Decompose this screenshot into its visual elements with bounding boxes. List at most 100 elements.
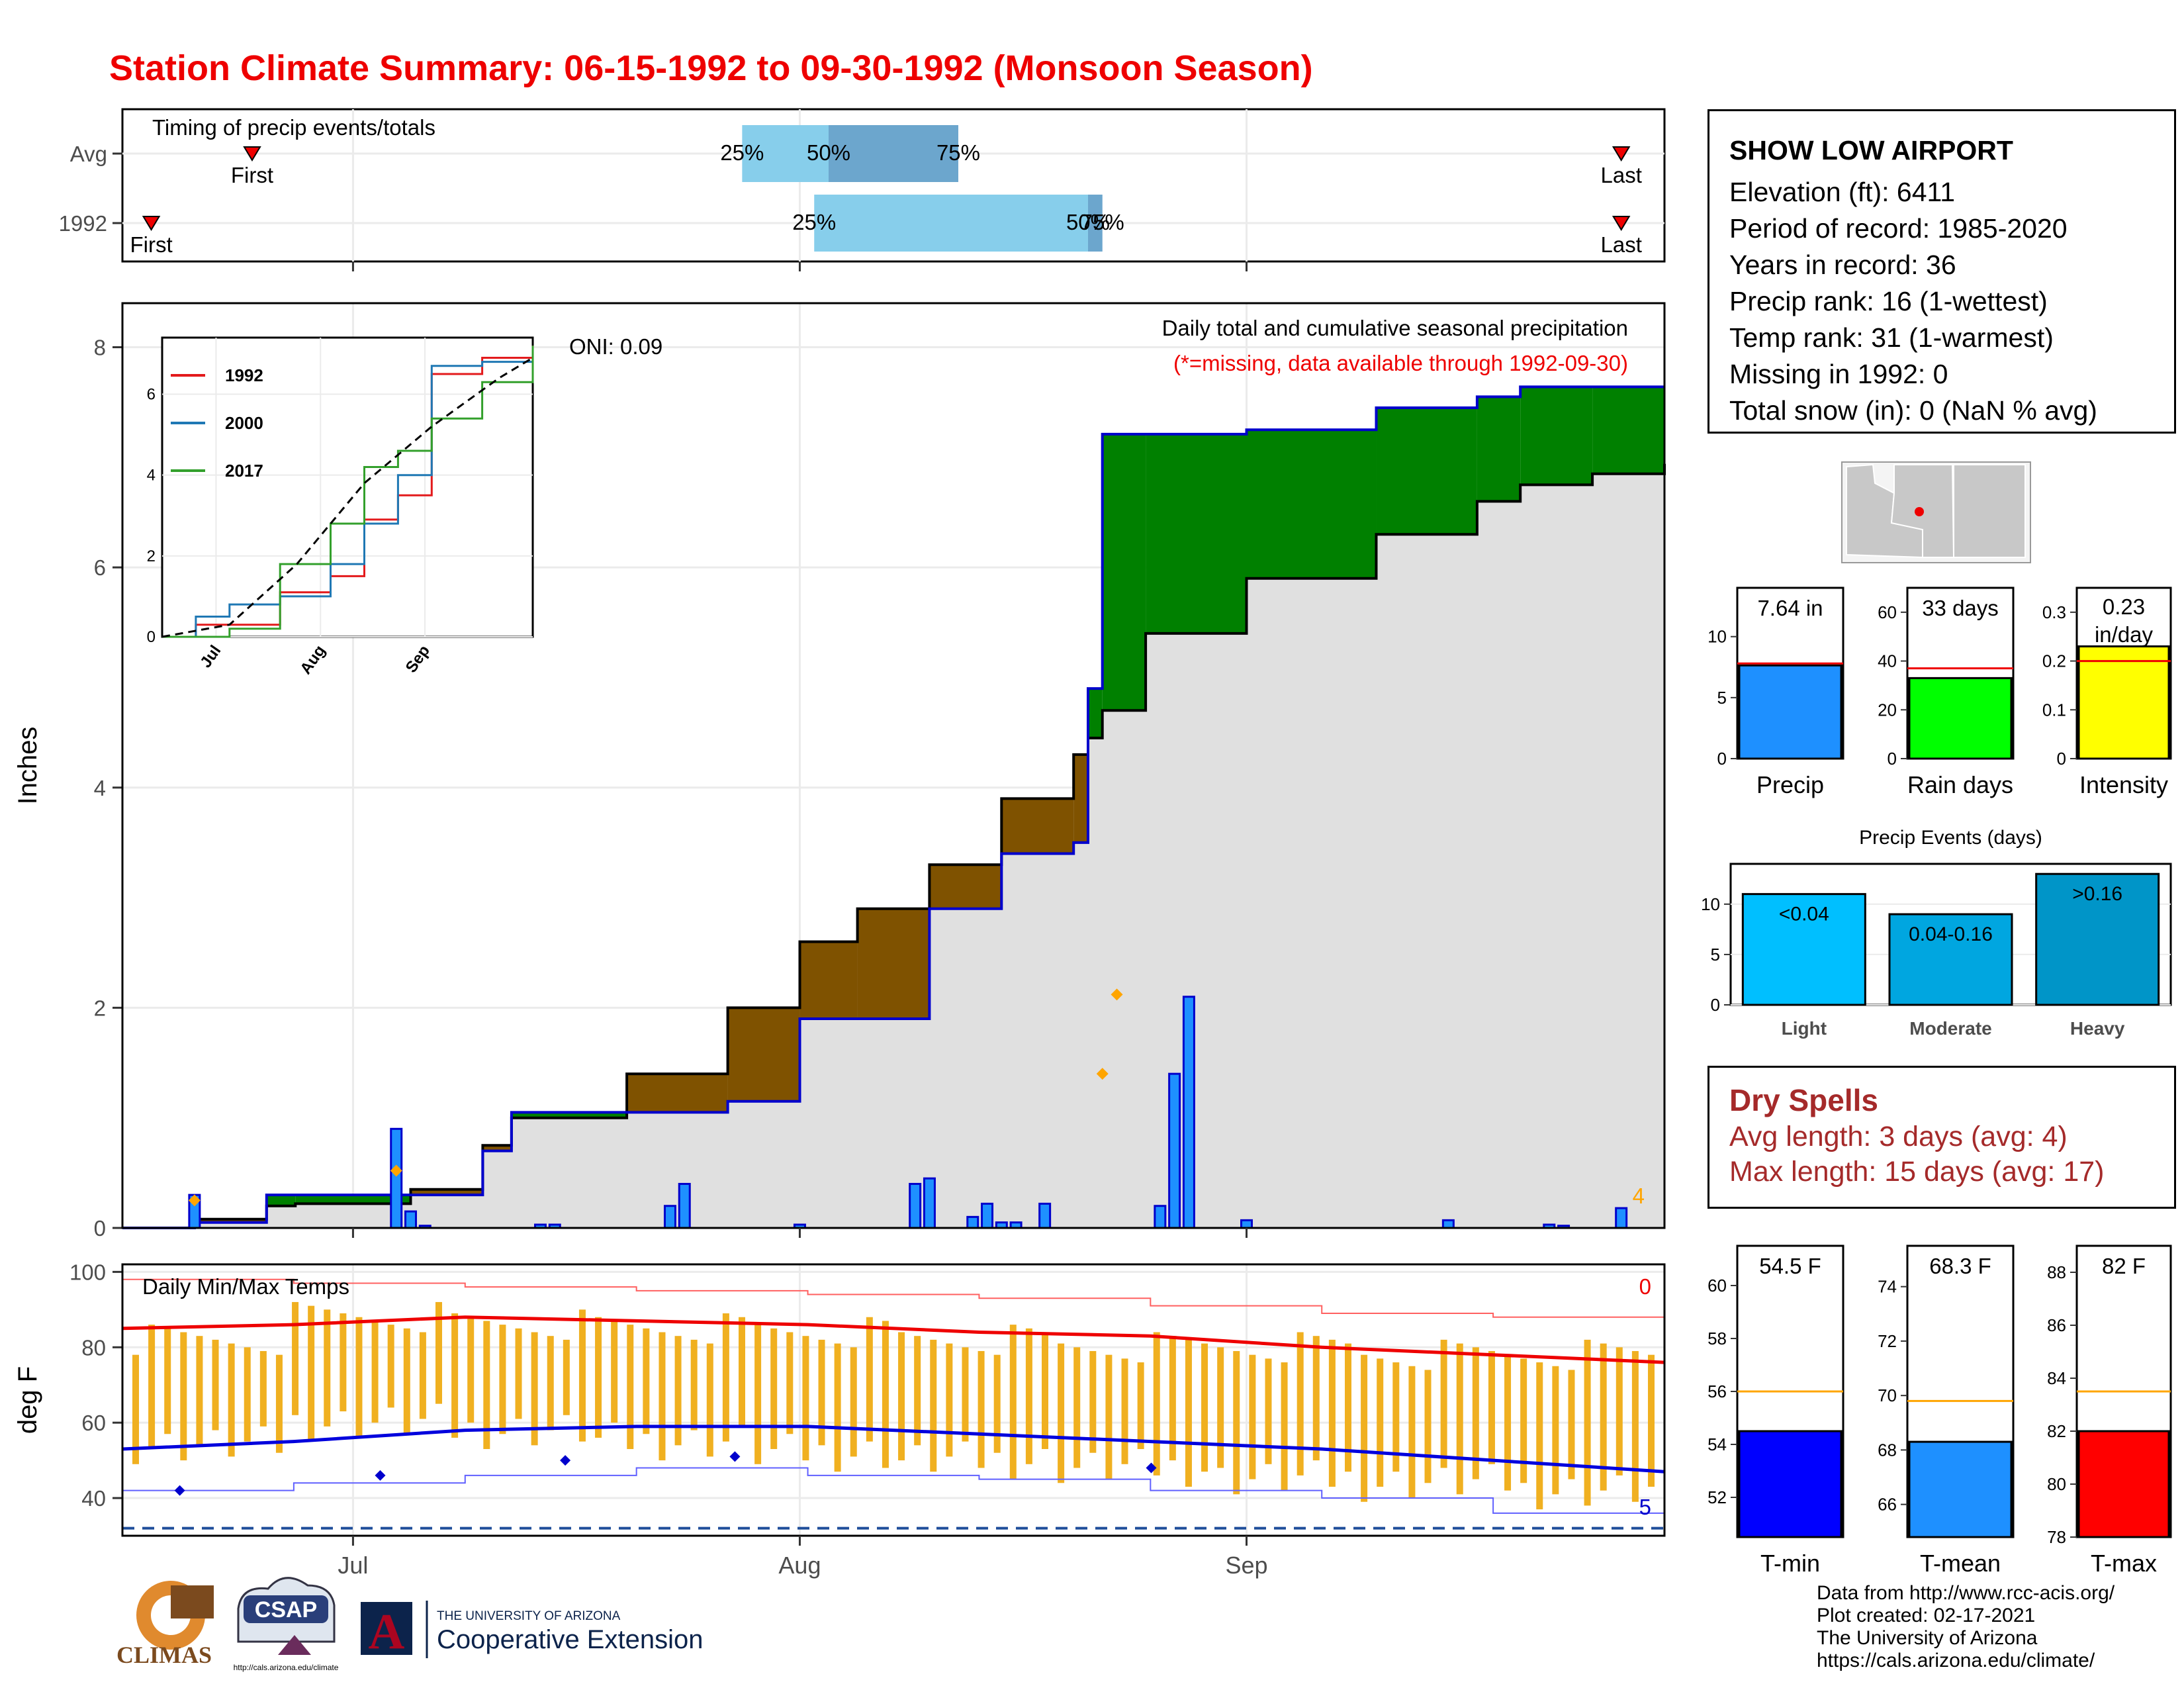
daily-temp-range-bar	[1600, 1343, 1607, 1491]
y-tick-label: 80	[81, 1335, 106, 1360]
summary-bars: 0 5 10 7.64 in Precip 0 20 40 60 33 days Rain days…	[1707, 586, 2172, 1577]
daily-temp-range-bar	[1042, 1332, 1048, 1450]
above-average-area	[1146, 434, 1247, 633]
daily-temp-range-bar	[275, 1354, 283, 1453]
summary-value-label: 7.64 in	[1757, 596, 1823, 620]
daily-temp-range-bar	[1025, 1328, 1032, 1464]
inset-legend-label: 1992	[225, 365, 263, 385]
precip-frame	[121, 302, 1666, 1229]
daily-temp-range-bar	[1312, 1336, 1320, 1461]
daily-temp-range-bar	[930, 1339, 937, 1472]
station-line: Missing in 1992: 0	[1729, 359, 1948, 389]
above-average-area	[1592, 387, 1664, 474]
record-min-count: 5	[1639, 1495, 1651, 1519]
daily-temp-range-bar	[308, 1305, 315, 1442]
below-average-area	[482, 1145, 512, 1151]
summary-y-tick-label: 74	[1878, 1277, 1897, 1297]
page-title: Station Climate Summary: 06-15-1992 to 0…	[109, 48, 1313, 88]
daily-temp-range-bar	[1281, 1362, 1288, 1491]
daily-temp-range-bar	[627, 1325, 634, 1450]
avg-max-line	[122, 1315, 1665, 1364]
daily-temp-range-bar	[1424, 1370, 1432, 1483]
summary-value-label: 54.5 F	[1759, 1254, 1821, 1278]
dry-spells-box: Dry Spells Avg length: 3 days (avg: 4) M…	[1707, 1066, 2176, 1209]
record-low-marker	[729, 1451, 741, 1462]
summary-y-tick-label: 52	[1707, 1487, 1727, 1507]
summary-y-tick-label: 60	[1707, 1276, 1727, 1295]
daily-temp-range-bar	[1265, 1358, 1272, 1464]
daily-temp-range-bar	[1137, 1362, 1144, 1450]
daily-temp-range-bar	[355, 1317, 363, 1438]
summary-category-label: T-max	[2091, 1550, 2157, 1577]
below-average-area	[727, 1008, 800, 1102]
daily-temp-range-bar	[1328, 1339, 1336, 1487]
daily-precip-bar	[390, 1127, 403, 1229]
daily-temp-range-bar	[1472, 1347, 1479, 1479]
dry-spells-title: Dry Spells	[1729, 1083, 1878, 1117]
summary-y-tick-label: 86	[2047, 1315, 2066, 1335]
summary-category-label: T-mean	[1920, 1550, 2001, 1577]
daily-temp-range-bar	[770, 1328, 778, 1450]
daily-temp-range-bar	[180, 1332, 187, 1461]
dry-spells-avg: Avg length: 3 days (avg: 4)	[1729, 1121, 2068, 1152]
record-min-line	[122, 1467, 1665, 1532]
record-low-marker	[560, 1455, 571, 1466]
below-average-area	[410, 1189, 483, 1196]
quartile-box-lower	[814, 195, 1088, 252]
daily-temp-range-bar	[850, 1347, 857, 1457]
event-marker-last	[1612, 216, 1631, 231]
temp-panel: 40 60 80 100 Daily Min/Max Temps 0 5 deg F Jul Au…	[13, 1260, 1666, 1579]
y-tick-label: 8	[94, 336, 106, 360]
daily-precip-bar	[1038, 1202, 1052, 1229]
daily-temp-range-bar	[164, 1328, 171, 1434]
record-count-label: 4	[1633, 1184, 1645, 1208]
daily-precip-bar	[1154, 1205, 1167, 1229]
summary-bar	[2077, 1430, 2170, 1538]
below-average-area	[799, 941, 858, 1019]
daily-temp-range-bar	[196, 1336, 203, 1446]
daily-temp-range-bar	[1089, 1350, 1097, 1453]
daily-temp-range-bar	[786, 1332, 794, 1434]
summary-bar	[1908, 677, 2013, 760]
summary-y-tick-label: 60	[1878, 602, 1897, 622]
below-average-area	[1073, 754, 1088, 843]
daily-temp-range-bar	[547, 1336, 554, 1430]
daily-temp-range-bar	[451, 1313, 459, 1438]
credit-line: https://cals.arizona.edu/climate/	[1817, 1650, 2095, 1671]
below-average-area	[857, 908, 930, 1019]
summary-y-tick-label: 84	[2047, 1368, 2066, 1388]
daily-temp-range-bar	[1456, 1343, 1463, 1495]
daily-temp-range-bar	[340, 1313, 347, 1412]
csap-logo-text: CSAP	[255, 1597, 317, 1622]
record-low-marker	[375, 1470, 386, 1481]
daily-temp-range-bar	[962, 1347, 969, 1442]
daily-temp-range-bar	[1185, 1339, 1192, 1487]
above-average-area	[1087, 688, 1103, 738]
summary-category-label: Intensity	[2079, 771, 2168, 798]
event-bar	[2035, 872, 2160, 1006]
daily-precip-bar	[923, 1177, 936, 1229]
y-axis-title: Inches	[13, 727, 42, 805]
quartile-label-75: 75%	[1081, 210, 1124, 234]
daily-temp-range-bar	[595, 1317, 602, 1438]
daily-temp-range-bar	[978, 1350, 985, 1468]
above-average-area	[1520, 387, 1593, 485]
event-bar-label: >0.16	[2072, 883, 2122, 905]
daily-temp-range-bar	[578, 1309, 586, 1442]
summary-y-tick-label: 68	[1878, 1440, 1897, 1460]
daily-temp-range-bar	[1615, 1347, 1623, 1476]
daily-precip-bar	[909, 1182, 922, 1229]
events-y-tick-label: 0	[1711, 995, 1720, 1015]
daily-temp-range-bar	[818, 1339, 825, 1446]
record-low-marker	[1146, 1462, 1157, 1474]
dry-spells-max: Max length: 15 days (avg: 17)	[1729, 1156, 2105, 1188]
daily-temp-range-bar	[1058, 1343, 1065, 1483]
summary-bar	[1738, 1430, 1843, 1538]
daily-temp-range-bar	[387, 1325, 394, 1408]
summary-y-tick-label: 80	[2047, 1474, 2066, 1494]
x-tick-label: Aug	[778, 1552, 821, 1579]
summary-category-label: T-min	[1760, 1550, 1820, 1577]
above-average-area	[266, 1195, 296, 1206]
